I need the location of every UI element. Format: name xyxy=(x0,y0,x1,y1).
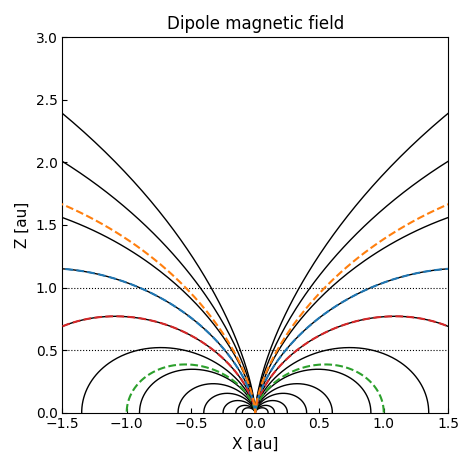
Title: Dipole magnetic field: Dipole magnetic field xyxy=(166,15,344,33)
X-axis label: X [au]: X [au] xyxy=(232,437,278,452)
Y-axis label: Z [au]: Z [au] xyxy=(15,202,30,248)
